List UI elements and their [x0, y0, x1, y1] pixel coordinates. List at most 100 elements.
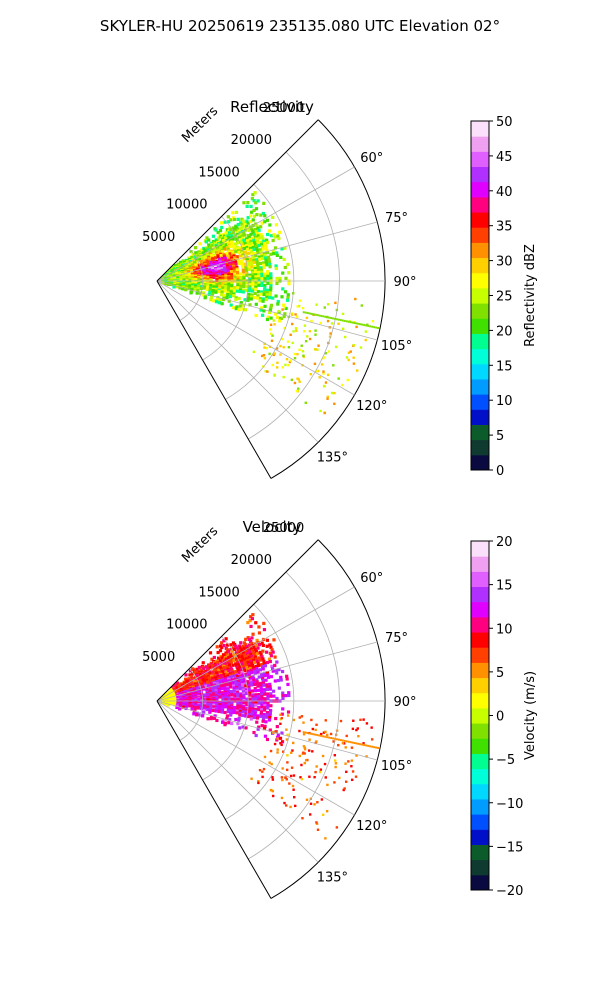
echo-pixel — [197, 264, 202, 268]
range-tick-label: 25000 — [263, 521, 304, 536]
range-ring — [179, 248, 203, 321]
echo-pixel — [260, 672, 264, 676]
echo-pixel — [209, 681, 213, 685]
echo-pixel — [373, 746, 376, 749]
echo-pixel — [201, 661, 205, 665]
echo-pixel — [341, 741, 345, 745]
echo-pixel — [251, 287, 255, 291]
echo-pixel — [260, 313, 265, 317]
echo-pixel — [193, 707, 197, 711]
echo-pixel — [285, 674, 289, 678]
echo-pixel — [226, 690, 231, 694]
echo-pixel — [230, 700, 234, 705]
echo-pixel — [335, 318, 338, 321]
echo-pixel — [204, 240, 208, 244]
echo-pixel — [257, 695, 261, 699]
echo-pixel — [212, 655, 216, 660]
echo-pixel — [275, 738, 279, 742]
echo-pixel — [292, 330, 295, 333]
echo-pixel — [248, 281, 252, 285]
echo-pixel — [261, 256, 265, 261]
echo-pixel — [269, 323, 273, 326]
echo-pixel — [255, 296, 260, 300]
echo-pixel — [246, 221, 250, 225]
echo-pixel — [262, 290, 267, 294]
echo-pixel — [303, 761, 306, 765]
echo-pixel — [241, 245, 246, 249]
colorbar-swatch — [471, 378, 489, 395]
echo-pixel — [332, 740, 335, 743]
echo-pixel — [246, 620, 250, 625]
echo-pixel — [324, 730, 327, 734]
echo-pixel — [269, 749, 273, 753]
echo-pixel — [206, 717, 210, 721]
echo-pixel — [303, 752, 306, 755]
echo-pixel — [247, 643, 251, 647]
echo-pixel — [303, 329, 306, 333]
echo-pixel — [286, 761, 289, 764]
echo-pixel — [308, 738, 311, 741]
echo-pixel — [194, 251, 198, 255]
echo-pixel — [276, 678, 280, 683]
echo-pixel — [265, 711, 269, 715]
echo-pixel — [260, 281, 264, 285]
echo-pixel — [244, 244, 248, 248]
echo-pixel — [259, 688, 264, 692]
colorbar-swatch — [471, 616, 489, 633]
echo-pixel — [268, 682, 272, 686]
echo-pixel — [242, 221, 247, 225]
echo-pixel — [337, 738, 340, 741]
echo-pixel — [361, 743, 364, 746]
echo-pixel — [252, 680, 256, 685]
echo-pixel — [251, 271, 255, 275]
echo-pixel — [359, 743, 362, 746]
echo-pixel — [352, 343, 355, 347]
echo-pixel — [272, 694, 276, 698]
colorbar-tick-label: −5 — [496, 753, 515, 768]
echo-pixel — [239, 701, 243, 705]
colorbar-swatch — [471, 424, 489, 441]
echo-pixel — [246, 669, 250, 673]
echo-pixel — [253, 713, 257, 718]
echo-pixel — [280, 740, 284, 743]
echo-pixel — [244, 688, 248, 692]
echo-pixel — [206, 282, 210, 286]
echo-pixel — [280, 731, 284, 735]
echo-pixel — [184, 288, 188, 292]
echo-pixel — [238, 288, 243, 292]
echo-pixel — [220, 656, 224, 660]
echo-pixel — [269, 234, 273, 238]
echo-pixel — [265, 638, 270, 642]
echo-pixel — [223, 289, 227, 293]
echo-pixel — [269, 286, 273, 290]
echo-pixel — [287, 271, 291, 275]
echo-pixel — [275, 281, 279, 286]
echo-pixel — [298, 729, 301, 733]
echo-pixel — [315, 765, 318, 768]
echo-pixel — [195, 713, 199, 717]
echo-pixel — [328, 335, 332, 338]
echo-pixel — [239, 277, 243, 281]
echo-pixel — [247, 655, 251, 660]
echo-pixel — [227, 220, 231, 224]
echo-pixel — [367, 744, 370, 747]
echo-pixel — [285, 357, 289, 361]
echo-pixel — [258, 650, 262, 655]
echo-pixel — [254, 287, 258, 291]
echo-pixel — [345, 770, 348, 774]
echo-pixel — [204, 684, 208, 688]
echo-pixel — [242, 277, 246, 281]
echo-pixel — [251, 703, 255, 707]
echo-pixel — [288, 782, 291, 785]
echo-pixel — [237, 670, 241, 674]
echo-pixel — [254, 273, 258, 277]
range-ring — [202, 636, 249, 781]
echo-pixel — [253, 233, 257, 237]
echo-pixel — [262, 671, 267, 675]
echo-pixel — [256, 646, 260, 650]
echo-pixel — [249, 204, 253, 209]
echo-pixel — [248, 675, 252, 679]
echo-pixel — [356, 727, 359, 730]
echo-pixel — [237, 236, 242, 240]
echo-pixel — [244, 268, 248, 272]
